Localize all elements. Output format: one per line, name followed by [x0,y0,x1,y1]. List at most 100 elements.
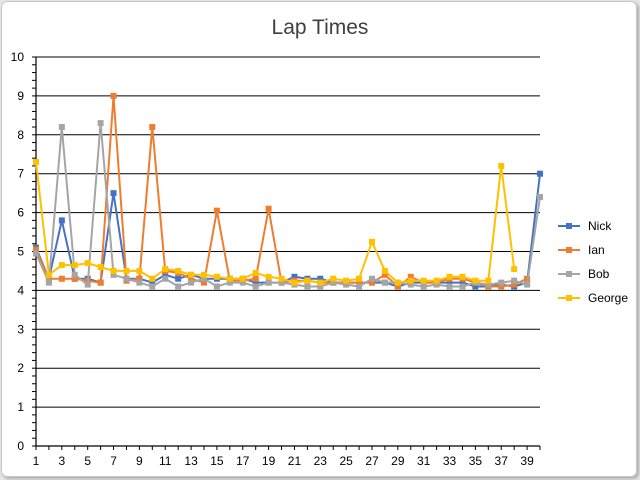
data-point [110,92,117,99]
x-tick-label: 31 [417,454,431,468]
data-point [446,279,453,286]
data-point [33,246,39,253]
legend-item: George [558,291,628,305]
legend-item: Nick [558,219,612,233]
legend-label: Ian [588,243,605,257]
data-point [278,279,285,286]
data-point [239,279,246,286]
y-tick-label: 6 [17,206,24,220]
data-point [317,279,324,286]
data-point [239,275,246,282]
data-point [33,250,39,257]
data-point [45,279,52,286]
data-point [356,275,363,282]
data-point [330,279,337,286]
y-tick-label: 5 [17,245,24,259]
data-point [175,275,182,282]
x-tick-label: 5 [84,454,91,468]
x-tick-label: 11 [159,454,172,468]
data-point [58,262,65,269]
data-point [84,281,91,288]
data-point [537,170,543,177]
data-point [420,283,427,290]
data-point [472,283,479,290]
x-tick-label: 25 [339,454,353,468]
x-tick-label: 7 [110,454,117,468]
legend-marker [566,223,572,229]
data-point [97,264,104,271]
data-point [71,271,78,278]
data-point [498,283,505,290]
data-point [304,277,311,284]
data-point [265,273,272,280]
x-tick-label: 39 [520,454,534,468]
y-tick-label: 0 [17,439,24,453]
data-point [407,281,414,288]
series-line [35,94,528,288]
data-point [304,283,311,290]
data-point [149,124,156,131]
data-point [394,283,401,290]
data-point [110,267,117,274]
data-point [33,159,39,166]
data-point [71,275,78,282]
data-point [446,283,453,290]
data-point [265,205,272,212]
data-point [188,271,195,278]
data-point [149,275,156,282]
x-tick-label: 3 [59,454,66,468]
data-point [201,279,207,286]
data-point [213,283,220,290]
legend-label: George [588,291,628,305]
data-point [71,262,78,269]
data-point [381,267,388,274]
data-point [84,260,91,267]
data-point [175,283,182,290]
data-point [369,279,375,286]
data-point [446,273,453,280]
series-line [35,122,541,288]
data-point [213,273,220,280]
x-tick-label: 29 [391,454,405,468]
data-point [343,281,350,288]
data-point [123,267,130,274]
data-point [317,283,324,290]
data-point [252,269,259,276]
x-tick-label: 17 [236,454,250,468]
data-point [136,275,143,282]
data-point [291,279,298,286]
x-tick-label: 13 [184,454,198,468]
series-ian [33,92,531,290]
x-tick-label: 23 [314,454,328,468]
data-point [149,283,156,290]
series-layer [33,92,543,290]
legend-label: Bob [588,267,610,281]
legend-marker [566,271,572,277]
data-point [407,273,414,280]
x-tick-label: 37 [495,454,509,468]
data-point [162,271,169,278]
data-point [226,279,233,286]
y-tick-label: 7 [17,167,24,181]
x-tick-label: 21 [288,454,302,468]
data-point [149,279,156,286]
data-point [459,279,466,286]
legend-marker [566,295,572,301]
data-point [278,275,285,282]
data-point [123,275,130,282]
y-tick-label: 3 [17,322,24,336]
x-tick-label: 33 [443,454,457,468]
data-point [511,277,518,284]
data-point [369,275,375,282]
data-point [459,283,466,290]
x-tick-label: 35 [469,454,483,468]
legend-item: Ian [558,243,605,257]
data-point [226,275,233,282]
data-point [97,120,104,127]
data-point [162,275,169,282]
gridlines [36,56,540,408]
series-bob [33,120,543,290]
data-point [45,271,52,278]
